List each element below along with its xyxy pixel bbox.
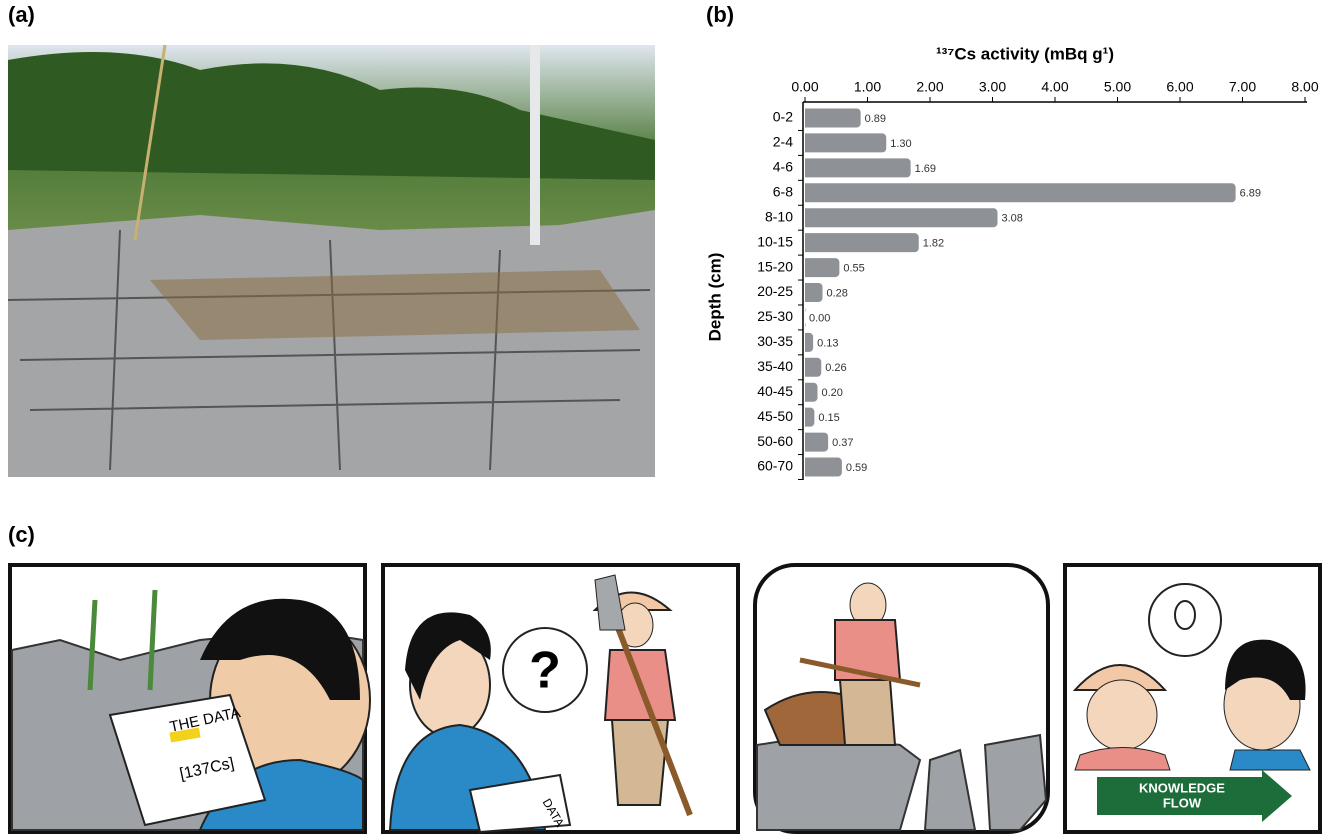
x-tick-label: 6.00 — [1166, 79, 1193, 95]
y-tick-label: 2-4 — [773, 134, 793, 150]
value-label: 0.55 — [843, 262, 864, 274]
value-label: 0.15 — [818, 412, 839, 424]
arrow-text: FLOW — [1163, 795, 1202, 810]
x-tick-label: 3.00 — [979, 79, 1006, 95]
comic-text: ? — [529, 642, 561, 700]
chart-title: ¹³⁷Cs activity (mBq g¹) — [936, 44, 1114, 63]
y-tick-label: 60-70 — [757, 458, 793, 474]
photo — [8, 45, 655, 477]
y-tick-label: 0-2 — [773, 109, 793, 125]
y-tick-label: 25-30 — [757, 308, 793, 324]
x-tick-label: 1.00 — [854, 79, 881, 95]
bar — [805, 183, 1236, 202]
y-tick-label: 20-25 — [757, 283, 793, 299]
arrow-text: KNOWLEDGE — [1139, 780, 1225, 795]
x-tick-label: 7.00 — [1229, 79, 1256, 95]
bar — [805, 383, 818, 402]
x-tick-label: 2.00 — [916, 79, 943, 95]
x-tick-label: 8.00 — [1291, 79, 1318, 95]
value-label: 6.89 — [1240, 188, 1261, 200]
y-axis-label: Depth (cm) — [705, 253, 724, 342]
value-label: 0.26 — [825, 362, 846, 374]
panel-label: (b) — [706, 2, 734, 27]
value-label: 1.69 — [915, 163, 936, 175]
value-label: 0.28 — [827, 287, 848, 299]
bar — [805, 358, 821, 377]
y-tick-label: 4-6 — [773, 159, 793, 175]
value-label: 1.30 — [890, 138, 911, 150]
y-tick-label: 30-35 — [757, 333, 793, 349]
bar — [805, 308, 806, 327]
figure: (a) (b) (c) ¹³⁷Cs activity (mBq g¹) Dept… — [0, 0, 1329, 835]
value-label: 0.13 — [817, 337, 838, 349]
y-tick-label: 15-20 — [757, 258, 793, 274]
bar — [805, 233, 919, 252]
bar — [805, 208, 998, 227]
y-tick-label: 8-10 — [765, 208, 793, 224]
value-label: 0.89 — [865, 113, 886, 125]
x-tick-label: 0.00 — [791, 79, 818, 95]
value-label: 0.20 — [822, 387, 843, 399]
bar — [805, 433, 828, 452]
bar — [805, 408, 814, 427]
x-tick-label: 4.00 — [1041, 79, 1068, 95]
x-tick-label: 5.00 — [1104, 79, 1131, 95]
bar — [805, 258, 839, 277]
bar — [805, 333, 813, 352]
value-label: 3.08 — [1002, 213, 1023, 225]
value-label: 0.37 — [832, 437, 853, 449]
bar — [805, 458, 842, 477]
bar — [805, 158, 911, 177]
bar — [805, 133, 886, 152]
panel-label: (c) — [8, 522, 35, 547]
comic: THE DATA [137Cs] ? DATA KN — [10, 565, 1320, 832]
plot: 0.00 1.00 2.00 3.00 4.00 5.00 6.00 7.00 8.00 0-2 0… — [757, 79, 1319, 480]
y-tick-label: 10-15 — [757, 233, 793, 249]
value-label: 0.00 — [809, 312, 830, 324]
y-tick-label: 6-8 — [773, 183, 793, 199]
y-tick-label: 45-50 — [757, 408, 793, 424]
y-tick-label: 40-45 — [757, 383, 793, 399]
panel-label: (a) — [8, 2, 35, 27]
value-label: 1.82 — [923, 238, 944, 250]
value-label: 0.59 — [846, 462, 867, 474]
bar — [805, 109, 861, 128]
y-tick-label: 35-40 — [757, 358, 793, 374]
bar — [805, 283, 823, 302]
y-tick-label: 50-60 — [757, 433, 793, 449]
